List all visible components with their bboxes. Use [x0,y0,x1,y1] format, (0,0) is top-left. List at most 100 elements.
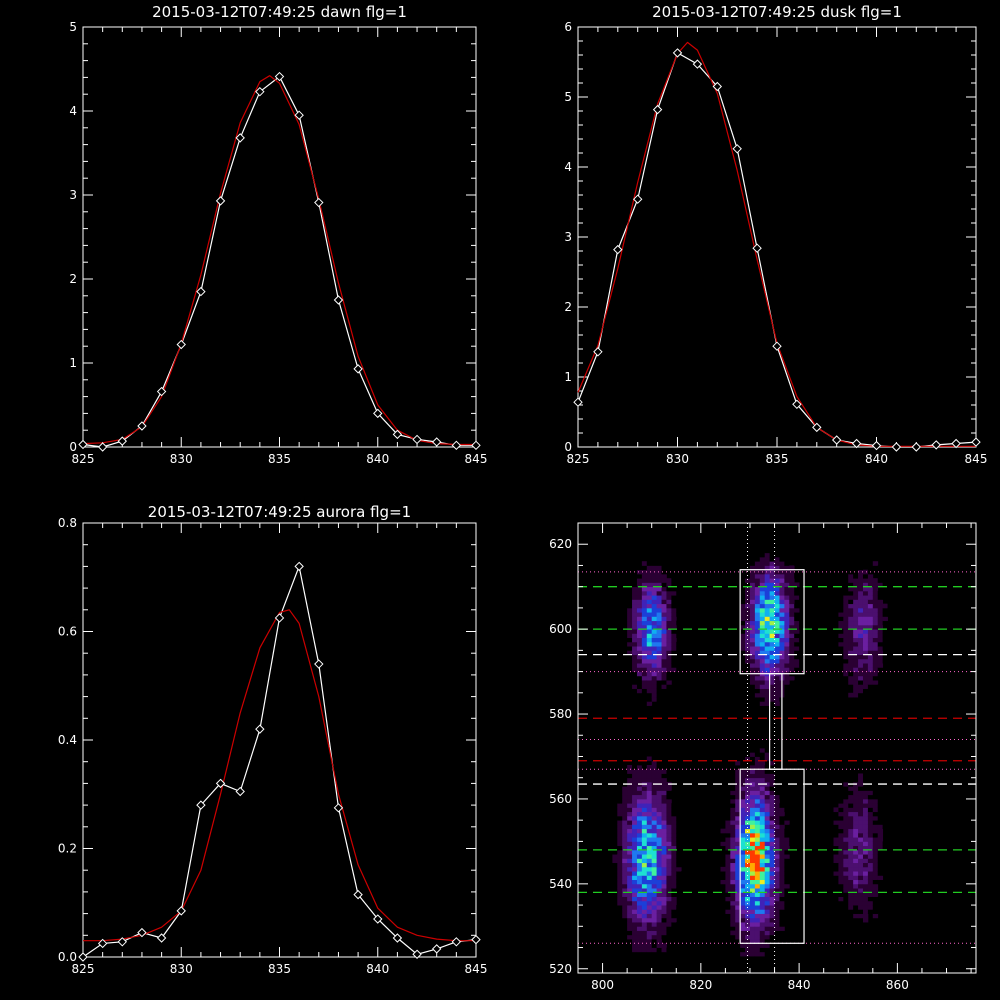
heatmap-pixel [946,922,952,927]
heatmap-pixel [725,777,731,783]
heatmap-pixel [636,786,643,791]
heatmap-pixel [867,879,874,885]
x-tick-label: 845 [965,452,988,466]
heatmap-pixel [907,607,913,613]
heatmap-pixel [784,620,790,626]
heatmap-pixel [897,675,903,681]
heatmap-pixel [646,803,653,808]
heatmap-pixel [656,832,662,838]
heatmap-pixel [651,582,658,588]
heatmap-pixel [749,663,756,668]
heatmap-pixel [843,629,849,634]
heatmap-pixel [789,922,795,927]
heatmap-pixel [671,629,677,634]
heatmap-pixel [818,752,825,757]
heatmap-pixel [769,913,775,919]
heatmap-pixel [828,786,834,791]
heatmap-pixel [971,561,976,566]
heatmap-pixel [784,871,790,876]
heatmap-pixel [651,688,658,694]
x-tick-label: 835 [766,452,789,466]
heatmap-pixel [853,663,859,668]
heatmap-pixel [779,573,785,579]
heatmap-pixel [725,858,731,864]
heatmap-pixel [641,726,648,732]
heatmap-pixel [951,896,957,902]
heatmap-pixel [636,773,643,779]
heatmap-pixel [813,569,820,575]
heatmap-pixel [872,578,879,583]
heatmap-pixel [858,849,864,855]
heatmap-pixel [725,573,731,579]
heatmap-pixel [941,820,947,825]
heatmap-pixel [651,790,658,796]
heatmap-pixel [946,849,952,855]
heatmap-pixel [784,595,790,600]
heatmap-pixel [715,794,721,800]
heatmap-pixel [759,875,766,881]
heatmap-pixel [838,633,844,639]
heatmap-pixel [764,858,771,864]
heatmap-pixel [617,684,623,689]
heatmap-pixel [617,803,623,808]
heatmap-pixel [769,786,775,791]
heatmap-pixel [745,803,751,808]
heatmap-pixel [730,815,736,821]
heatmap-pixel [813,637,820,643]
heatmap-pixel [848,807,854,813]
heatmap-pixel [912,909,918,914]
heatmap-pixel [759,900,766,906]
heatmap-pixel [759,544,766,549]
heatmap-pixel [651,650,658,656]
heatmap-pixel [641,731,648,736]
heatmap-pixel [872,565,879,571]
heatmap-pixel [892,663,898,668]
heatmap-pixel [646,629,653,634]
heatmap-pixel [833,675,839,681]
heatmap-pixel [745,828,751,834]
heatmap-pixel [749,862,756,868]
heatmap-pixel [941,616,947,622]
heatmap-pixel [661,680,667,685]
heatmap-pixel [715,832,721,838]
heatmap-pixel [897,697,903,702]
heatmap-pixel [627,892,633,897]
heatmap-pixel [951,875,957,881]
heatmap-pixel [666,854,672,859]
heatmap-pixel [877,845,884,851]
heatmap-pixel [641,837,648,842]
heatmap-pixel [779,620,785,626]
heatmap-pixel [858,905,864,910]
heatmap-pixel [749,624,756,630]
heatmap-pixel [961,841,967,847]
heatmap-pixel [597,607,603,613]
heatmap-pixel [823,624,829,630]
heatmap-pixel [921,866,928,872]
heatmap-pixel [754,692,761,698]
heatmap-pixel [882,612,888,617]
heatmap-pixel [641,849,648,855]
heatmap-pixel [749,811,756,817]
heatmap-pixel [882,629,888,634]
heatmap-pixel [646,705,653,711]
heatmap-pixel [636,849,643,855]
heatmap-pixel [676,866,682,872]
heatmap-pixel [612,658,618,664]
heatmap-pixel [774,892,780,897]
data-point-diamond [176,906,186,916]
heatmap-pixel [749,951,756,957]
heatmap-pixel [651,939,658,944]
heatmap-pixel [774,603,780,609]
heatmap-pixel [749,667,756,672]
heatmap-pixel [749,896,756,902]
heatmap-pixel [651,854,658,859]
y-tick-label: 620 [549,537,572,551]
heatmap-pixel [858,777,864,783]
heatmap-pixel [774,900,780,906]
heatmap-pixel [646,671,653,677]
heatmap-pixel [769,922,775,927]
heatmap-pixel [769,612,775,617]
heatmap-pixel [828,794,834,800]
heatmap-pixel [897,930,903,936]
heatmap-pixel [853,620,859,626]
